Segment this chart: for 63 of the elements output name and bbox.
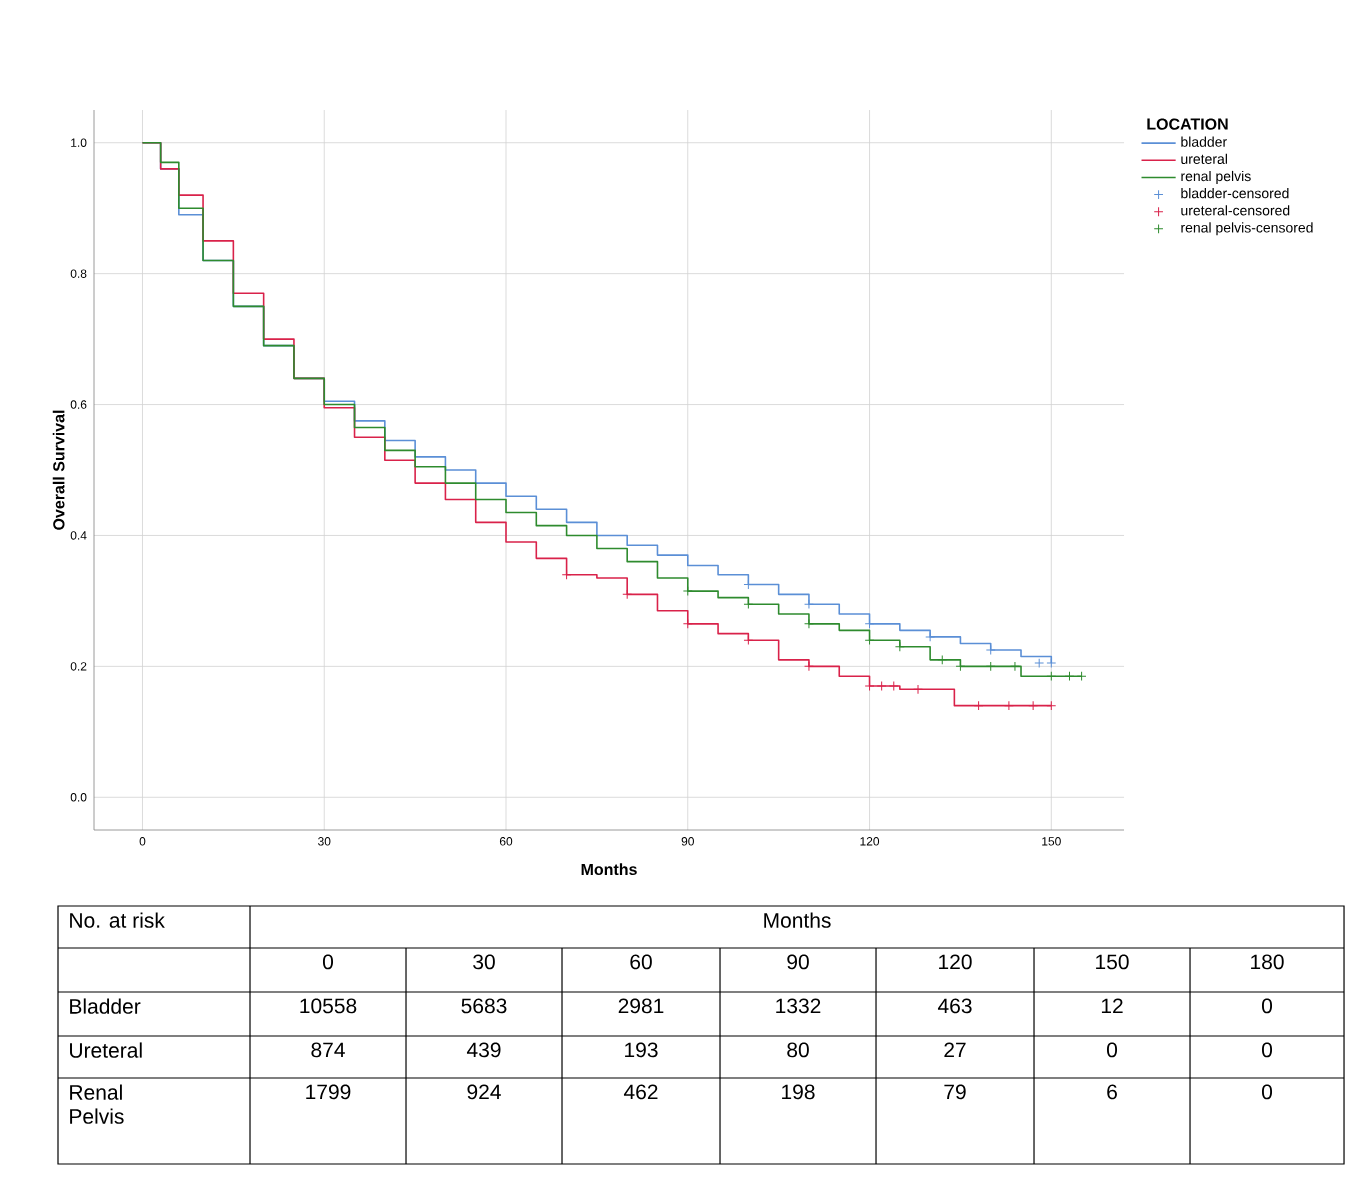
text: 120 bbox=[939, 954, 972, 970]
text: 463 bbox=[937, 998, 972, 1014]
text: 60 bbox=[630, 954, 652, 970]
text: 0 bbox=[1107, 1042, 1118, 1058]
point bbox=[682, 618, 693, 629]
point bbox=[973, 700, 984, 711]
point bbox=[955, 661, 966, 672]
text: No. at risk bbox=[70, 912, 165, 928]
point bbox=[743, 635, 754, 646]
point bbox=[913, 684, 923, 695]
text: 0 bbox=[1262, 998, 1273, 1014]
text: 1799 bbox=[306, 1084, 351, 1100]
point bbox=[1064, 671, 1075, 682]
text: 874 bbox=[311, 1042, 345, 1058]
point bbox=[888, 681, 899, 691]
point bbox=[1046, 671, 1057, 682]
text: 27 bbox=[944, 1042, 966, 1058]
text: Renal Pelvis bbox=[70, 1084, 124, 1124]
point bbox=[876, 681, 887, 691]
point bbox=[743, 599, 754, 610]
point bbox=[804, 661, 814, 672]
point bbox=[804, 618, 814, 629]
point bbox=[804, 599, 814, 610]
point bbox=[1003, 700, 1014, 711]
point bbox=[1028, 700, 1039, 711]
text: 79 bbox=[944, 1084, 966, 1100]
text: 0 bbox=[322, 954, 334, 970]
y-axis-title: Overall Survival bbox=[52, 410, 65, 530]
point bbox=[894, 641, 905, 652]
point bbox=[864, 681, 875, 691]
text: 10558 bbox=[300, 998, 357, 1014]
text: 462 bbox=[623, 1084, 658, 1100]
text: 924 bbox=[467, 1084, 501, 1100]
point bbox=[985, 661, 996, 672]
text: 2981 bbox=[618, 998, 664, 1014]
point bbox=[682, 586, 693, 596]
text: 5683 bbox=[461, 998, 507, 1014]
text: 180 bbox=[1251, 954, 1284, 970]
text: 80 bbox=[787, 1042, 809, 1058]
text: Months bbox=[764, 912, 831, 928]
text: 90 bbox=[787, 954, 809, 970]
point bbox=[1010, 661, 1020, 672]
text: Bladder bbox=[70, 998, 141, 1014]
text: 0 bbox=[1262, 1042, 1273, 1058]
point bbox=[1034, 658, 1045, 668]
point bbox=[561, 569, 572, 580]
point bbox=[925, 632, 936, 642]
text: 439 bbox=[466, 1042, 501, 1058]
text: 0 bbox=[1262, 1084, 1273, 1100]
text: 6 bbox=[1107, 1084, 1117, 1100]
text: Ureteral bbox=[70, 1042, 142, 1058]
text: 150 bbox=[1096, 954, 1129, 970]
text: 198 bbox=[782, 1084, 815, 1100]
point bbox=[985, 645, 996, 655]
text: 30 bbox=[473, 954, 495, 970]
x-axis-title: Months bbox=[581, 863, 637, 876]
point bbox=[937, 654, 948, 665]
text: 12 bbox=[1101, 998, 1123, 1014]
text: 193 bbox=[625, 1042, 658, 1058]
point bbox=[622, 589, 633, 600]
text: 1332 bbox=[776, 998, 821, 1014]
legend-title: LOCATION bbox=[1147, 118, 1228, 130]
point bbox=[864, 635, 875, 646]
